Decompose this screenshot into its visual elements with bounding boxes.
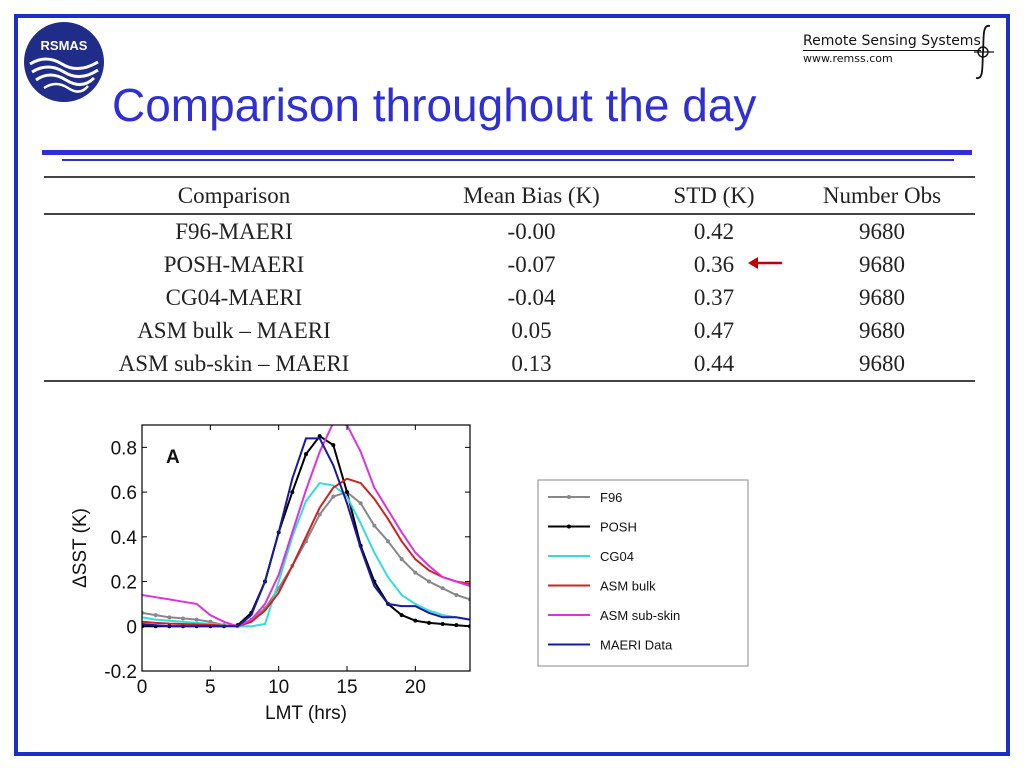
data-point	[413, 618, 418, 623]
data-point	[399, 613, 404, 618]
legend-entry: F96	[600, 490, 622, 505]
legend-entry: CG04	[600, 549, 634, 564]
title-rule-thick	[42, 150, 972, 155]
data-point	[454, 623, 459, 628]
cell-comparison: POSH-MAERI	[163, 251, 305, 277]
legend-marker	[567, 495, 571, 499]
legend-marker	[567, 524, 571, 529]
data-point	[358, 501, 363, 506]
data-point	[427, 620, 431, 625]
data-point	[181, 616, 185, 621]
legend-entry: POSH	[600, 520, 637, 535]
table-header-row: Comparison Mean Bias (K) STD (K) Number …	[44, 176, 975, 215]
x-tick-label: 0	[137, 677, 148, 698]
x-tick-label: 20	[405, 677, 426, 698]
cell-comparison: CG04-MAERI	[165, 284, 303, 310]
plot-frame	[141, 424, 471, 672]
legend-entry: MAERI Data	[600, 638, 673, 653]
data-point	[317, 512, 322, 517]
x-tick-label: 15	[336, 677, 357, 698]
legend-entry: ASM sub-skin	[600, 608, 680, 623]
comparison-table: Comparison Mean Bias (K) STD (K) Number …	[44, 176, 975, 382]
legend-box	[537, 479, 749, 667]
series-line-maeri-data	[142, 437, 470, 628]
y-tick-label: 0	[126, 617, 137, 638]
series-line-asm-sub-skin	[142, 425, 470, 628]
cell-mean-bias: 0.13	[424, 347, 639, 382]
cell-mean-bias: 0.05	[511, 317, 552, 343]
col-header-number-obs: Number Obs	[789, 176, 975, 215]
title-rule-thin	[62, 159, 954, 161]
cell-comparison: ASM bulk – MAERI	[137, 317, 331, 343]
panel-label: A	[166, 447, 180, 468]
legend-entry: ASM bulk	[600, 579, 656, 594]
y-tick-label: 0.6	[111, 483, 137, 504]
cell-number-obs: 9680	[789, 347, 975, 382]
org-name: Remote Sensing Systems	[803, 33, 981, 49]
x-axis-label: LMT (hrs)	[265, 703, 347, 724]
data-point	[208, 619, 213, 624]
data-point	[440, 586, 445, 591]
data-point	[454, 592, 459, 597]
org-divider	[803, 50, 981, 51]
series-line-cg04	[142, 482, 470, 628]
data-point	[304, 452, 308, 457]
table-row: ASM bulk – MAERI 0.05 0.47 9680	[44, 314, 975, 347]
data-point	[194, 617, 199, 622]
cell-std: 0.37	[693, 284, 735, 310]
cell-std: 0.42	[693, 218, 735, 244]
rsmas-logo: RSMAS	[24, 22, 104, 102]
cell-number-obs: 9680	[859, 284, 905, 310]
y-tick-label: -0.2	[104, 662, 137, 683]
col-header-comparison: Comparison	[44, 176, 424, 215]
cell-std: 0.36	[693, 251, 735, 277]
slide-title: Comparison throughout the day	[112, 79, 757, 131]
y-tick-label: 0.4	[111, 528, 138, 549]
series-line-asm-bulk	[142, 477, 470, 628]
data-point	[167, 615, 172, 620]
cell-number-obs: 9680	[859, 317, 905, 343]
cell-mean-bias: -0.07	[507, 251, 556, 277]
data-point	[372, 523, 377, 528]
data-point	[440, 622, 445, 627]
cell-std: 0.44	[639, 347, 789, 382]
table-row: POSH-MAERI -0.07 0.36 9680	[44, 248, 975, 281]
y-tick-label: 0.2	[111, 573, 137, 594]
table-row: F96-MAERI -0.00 0.42 9680	[44, 214, 975, 248]
x-tick-label: 5	[205, 677, 216, 698]
y-axis-label: ΔSST (K)	[70, 508, 91, 588]
data-point	[427, 579, 431, 584]
series-line-posh	[142, 434, 470, 628]
cell-number-obs: 9680	[859, 251, 905, 277]
table-row: ASM sub-skin – MAERI 0.13 0.44 9680	[44, 347, 975, 382]
logo-text: RSMAS	[41, 38, 88, 53]
data-point	[386, 539, 390, 544]
cell-mean-bias: -0.04	[507, 284, 556, 310]
org-url: www.remss.com	[803, 52, 893, 65]
col-header-std: STD (K)	[639, 176, 789, 215]
cell-mean-bias: -0.00	[507, 218, 556, 244]
table-row: CG04-MAERI -0.04 0.37 9680	[44, 281, 975, 314]
col-header-mean-bias: Mean Bias (K)	[424, 176, 639, 215]
integral-mark-icon	[974, 25, 994, 79]
cell-comparison: ASM sub-skin – MAERI	[44, 347, 424, 382]
data-point	[331, 443, 336, 448]
data-point	[331, 494, 336, 499]
data-point	[399, 557, 404, 562]
data-point	[153, 613, 158, 618]
left-arrow-icon	[748, 257, 782, 269]
slide-frame	[14, 14, 1010, 756]
x-tick-label: 10	[268, 677, 289, 698]
data-point	[317, 434, 322, 439]
y-tick-label: 0.8	[111, 438, 137, 459]
cell-std: 0.47	[693, 317, 735, 343]
cell-number-obs: 9680	[859, 218, 905, 244]
data-point	[290, 490, 295, 495]
data-point	[345, 490, 349, 495]
cell-comparison: F96-MAERI	[175, 218, 293, 244]
data-point	[413, 570, 418, 575]
